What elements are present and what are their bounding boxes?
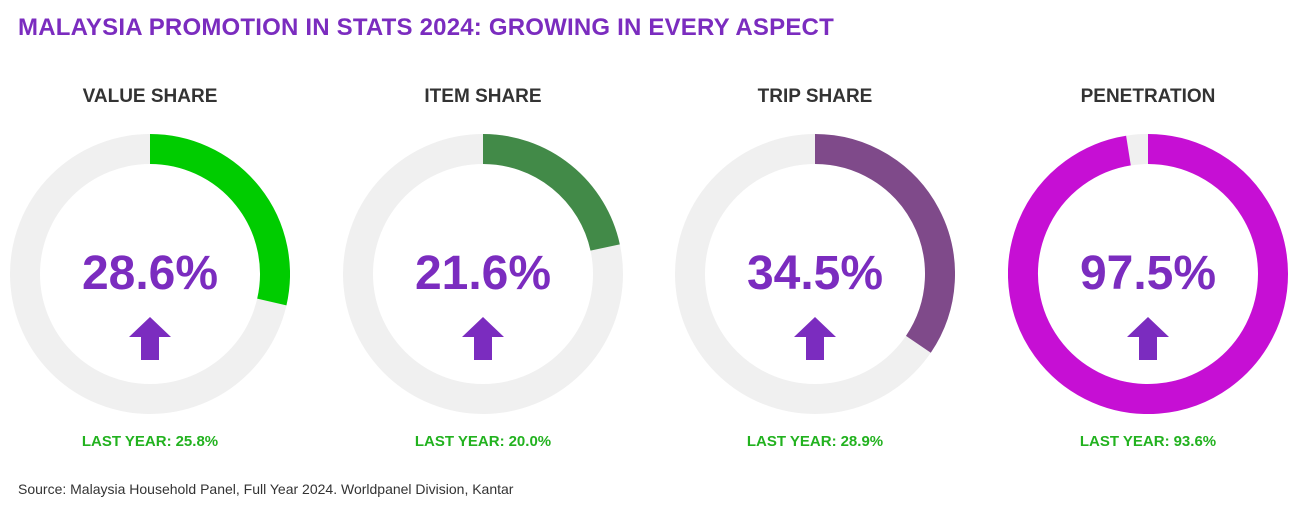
penetration-donut — [1008, 134, 1288, 414]
up-arrow-icon — [462, 317, 504, 360]
value-share-value: 28.6% — [81, 247, 219, 300]
donut-value-arc — [1008, 134, 1288, 414]
up-arrow-icon — [1127, 317, 1169, 360]
trip-share-card: TRIP SHARE 34.5% LAST YEAR: 28.9% — [665, 80, 965, 470]
last-year-label: LAST YEAR: — [81, 433, 172, 450]
up-arrow-icon — [129, 317, 171, 360]
item-share-card: ITEM SHARE 21.6% LAST YEAR: 20.0% — [333, 80, 633, 470]
last-year-value: 25.8% — [175, 433, 219, 450]
trip-share-donut — [675, 134, 955, 414]
penetration-value: 97.5% — [1079, 247, 1217, 300]
penetration-title: PENETRATION — [1080, 86, 1216, 107]
last-year-value: 28.9% — [840, 433, 884, 450]
donut-value-arc — [814, 134, 955, 353]
value-share-title: VALUE SHARE — [82, 86, 218, 107]
item-share-value: 21.6% — [414, 247, 552, 300]
last-year-label: LAST YEAR: — [414, 433, 505, 450]
value-share-last-year: LAST YEAR: 25.8% — [0, 433, 300, 450]
penetration-last-year: LAST YEAR: 93.6% — [998, 433, 1298, 450]
last-year-label: LAST YEAR: — [746, 433, 837, 450]
penetration-card: PENETRATION 97.5% LAST YEAR: 93.6% — [998, 80, 1298, 470]
trip-share-title: TRIP SHARE — [757, 86, 873, 107]
last-year-value: 93.6% — [1173, 433, 1217, 450]
donut-value-arc — [149, 134, 290, 306]
up-arrow-icon — [794, 317, 836, 360]
last-year-label: LAST YEAR: — [1079, 433, 1170, 450]
source-note: Source: Malaysia Household Panel, Full Y… — [18, 481, 514, 497]
last-year-value: 20.0% — [508, 433, 552, 450]
page-title: MALAYSIA PROMOTION IN STATS 2024: GROWIN… — [18, 14, 834, 41]
item-share-last-year: LAST YEAR: 20.0% — [333, 433, 633, 450]
value-share-donut — [10, 134, 290, 414]
trip-share-value: 34.5% — [746, 247, 884, 300]
item-share-donut — [343, 134, 623, 414]
donut-value-arc — [482, 134, 620, 252]
item-share-title: ITEM SHARE — [424, 86, 542, 107]
trip-share-last-year: LAST YEAR: 28.9% — [665, 433, 965, 450]
value-share-card: VALUE SHARE 28.6% LAST YEAR: 25.8% — [0, 80, 300, 470]
